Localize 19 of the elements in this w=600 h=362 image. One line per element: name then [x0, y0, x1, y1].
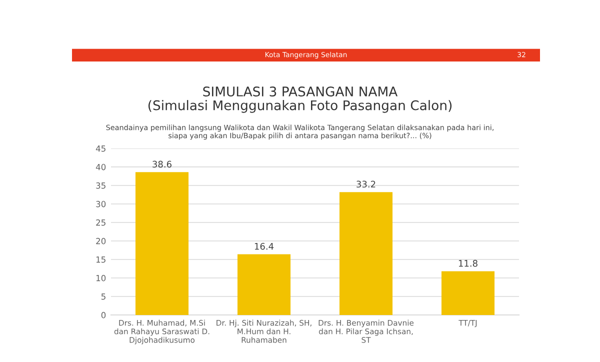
- y-tick-label: 10: [96, 274, 106, 282]
- y-tick-label: 20: [96, 238, 106, 244]
- data-label: 16.4: [254, 242, 274, 250]
- chart-title: SIMULASI 3 PASANGAN NAMA (Simulasi Menggunakan Foto Pasangan Calon): [148, 86, 452, 113]
- bar: [441, 271, 495, 315]
- data-label: 11.8: [458, 260, 478, 267]
- y-tick-label: 35: [96, 182, 106, 189]
- y-tick-label: 30: [96, 200, 106, 208]
- y-tick-label: 5: [101, 294, 106, 300]
- y-tick-label: 0: [101, 312, 106, 318]
- y-tick-label: 15: [96, 256, 106, 263]
- y-tick-label: 45: [96, 146, 106, 152]
- bar: [339, 192, 393, 315]
- y-tick-label: 40: [96, 164, 106, 170]
- data-label: 33.2: [356, 180, 376, 188]
- y-tick-label: 25: [96, 219, 106, 226]
- data-label: 38.6: [152, 160, 172, 168]
- bar: [237, 254, 291, 315]
- bar: [135, 172, 189, 315]
